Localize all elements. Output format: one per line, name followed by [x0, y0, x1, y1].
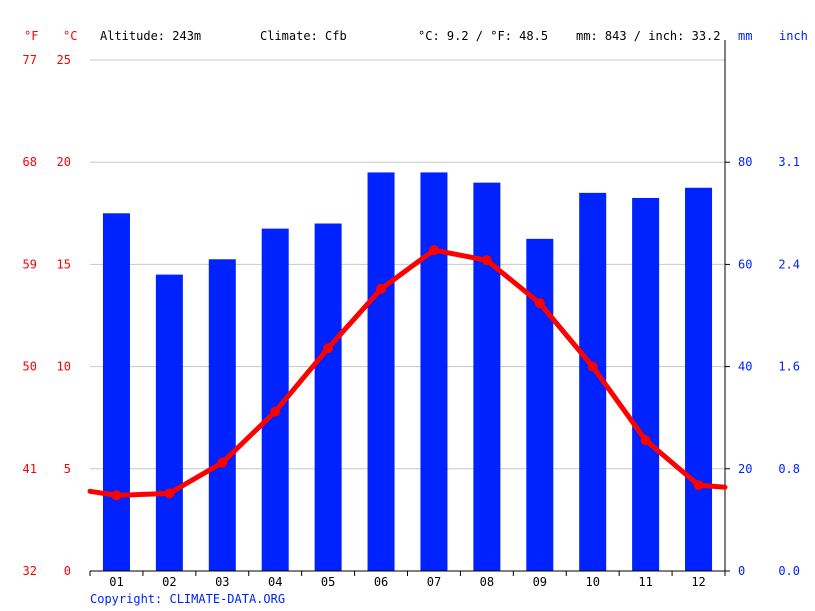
- f-tick-label-41: 41: [23, 462, 37, 476]
- x-tick-label-06: 06: [374, 575, 388, 589]
- x-tick-label-05: 05: [321, 575, 335, 589]
- temp-avg-label: °C: 9.2 / °F: 48.5: [418, 29, 548, 43]
- mm-tick-label-20: 20: [738, 462, 752, 476]
- altitude-label: Altitude: 243m: [100, 29, 201, 43]
- f-tick-label-32: 32: [23, 564, 37, 578]
- gridlines: [90, 59, 725, 470]
- temp-point-11: [640, 435, 651, 446]
- f-tick-label-59: 59: [23, 257, 37, 271]
- precipitation-bars: [102, 172, 713, 572]
- x-tick-label-08: 08: [480, 575, 494, 589]
- tick-labels: 01 02 03 04 05 06 07 08 09 10 11 120510152025324150…: [23, 53, 800, 589]
- x-tick-label-11: 11: [638, 575, 652, 589]
- f-tick-label-77: 77: [23, 53, 37, 67]
- c-tick-label-15: 15: [57, 257, 71, 271]
- x-tick-label-10: 10: [585, 575, 599, 589]
- precip-bar-06: [367, 172, 395, 572]
- temp-point-05: [323, 343, 334, 354]
- temperature-line-group: [87, 245, 728, 501]
- temp-point-09: [534, 298, 545, 309]
- f-tick-label-68: 68: [23, 155, 37, 169]
- inch-tick-label-3.1: 3.1: [778, 155, 800, 169]
- unit-inch-label: inch: [779, 29, 808, 43]
- x-tick-label-07: 07: [427, 575, 441, 589]
- x-tick-label-12: 12: [691, 575, 705, 589]
- precip-bar-07: [420, 172, 448, 572]
- temp-point-04: [270, 406, 281, 417]
- precip-bar-01: [102, 213, 130, 572]
- c-tick-label-10: 10: [57, 360, 71, 374]
- mm-tick-label-40: 40: [738, 360, 752, 374]
- inch-tick-label-0.8: 0.8: [778, 462, 800, 476]
- f-tick-label-50: 50: [23, 360, 37, 374]
- c-tick-label-25: 25: [57, 53, 71, 67]
- precip-bar-12: [685, 187, 713, 571]
- precip-bar-02: [155, 274, 183, 571]
- unit-mm-label: mm: [738, 29, 752, 43]
- precip-bar-05: [314, 223, 342, 571]
- temp-point-12: [693, 480, 704, 491]
- c-tick-label-0: 0: [64, 564, 71, 578]
- unit-f-label: °F: [24, 29, 38, 43]
- precip-bar-09: [526, 238, 554, 571]
- precip-bar-11: [632, 197, 660, 571]
- mm-tick-label-0: 0: [738, 564, 745, 578]
- climate-label: Climate: Cfb: [260, 29, 347, 43]
- temp-point-06: [376, 283, 387, 294]
- temp-point-01: [111, 490, 122, 501]
- temp-point-02: [164, 488, 175, 499]
- copyright-text[interactable]: Copyright: CLIMATE-DATA.ORG: [90, 592, 285, 606]
- unit-c-label: °C: [63, 29, 77, 43]
- temp-point-03: [217, 457, 228, 468]
- inch-tick-label-1.6: 1.6: [778, 360, 800, 374]
- c-tick-label-20: 20: [57, 155, 71, 169]
- precip-bar-08: [473, 182, 501, 571]
- inch-tick-label-2.4: 2.4: [778, 257, 800, 271]
- x-tick-label-01: 01: [109, 575, 123, 589]
- c-tick-label-5: 5: [64, 462, 71, 476]
- temp-point-07: [428, 245, 439, 256]
- x-tick-label-03: 03: [215, 575, 229, 589]
- temp-point-08: [481, 255, 492, 266]
- inch-tick-label-0.0: 0.0: [778, 564, 800, 578]
- axes: [89, 40, 730, 576]
- mm-tick-label-60: 60: [738, 257, 752, 271]
- precip-total-label: mm: 843 / inch: 33.2: [576, 29, 721, 43]
- temp-point-10: [587, 361, 598, 372]
- temperature-line: [87, 247, 728, 498]
- x-tick-label-04: 04: [268, 575, 282, 589]
- precip-bar-03: [208, 259, 236, 571]
- x-tick-label-09: 09: [533, 575, 547, 589]
- mm-tick-label-80: 80: [738, 155, 752, 169]
- x-tick-label-02: 02: [162, 575, 176, 589]
